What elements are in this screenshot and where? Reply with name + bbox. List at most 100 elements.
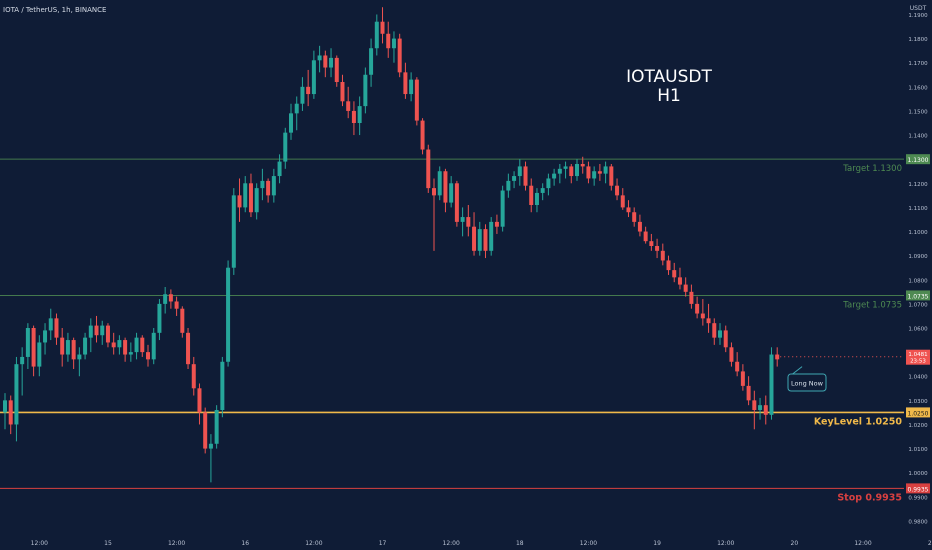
- candle-body: [643, 231, 648, 242]
- candle-body: [477, 229, 482, 251]
- current-price-value: 1.0481: [908, 352, 927, 358]
- candle-body: [277, 161, 282, 177]
- candle-body: [557, 168, 562, 174]
- candle-body: [163, 294, 168, 304]
- current-price-countdown: 23:53: [910, 359, 926, 365]
- candle-body: [712, 323, 717, 338]
- candle-body: [151, 332, 156, 360]
- candle-body: [723, 330, 728, 348]
- x-tick-label: 12:00: [443, 540, 460, 547]
- candle-body: [8, 400, 13, 425]
- candle-body: [758, 405, 763, 410]
- candle-body: [208, 443, 213, 449]
- candle-body: [620, 195, 625, 208]
- candle-body: [231, 195, 236, 268]
- candle-body: [191, 364, 196, 389]
- candle-body: [575, 164, 579, 177]
- y-tick-label: 1.1400: [908, 134, 928, 140]
- candle-body: [432, 188, 436, 196]
- candle-body: [346, 101, 351, 111]
- candle-body: [695, 303, 700, 314]
- candle-body: [746, 385, 751, 401]
- y-tick-label: 1.1800: [908, 37, 928, 43]
- y-tick-label: 1.1100: [908, 206, 928, 212]
- candle-body: [763, 405, 768, 415]
- current-price-tag: [906, 349, 930, 365]
- candle-body: [254, 188, 259, 213]
- candle-body: [655, 246, 660, 251]
- candle-body: [540, 188, 545, 193]
- y-tick-label: 1.0100: [908, 447, 928, 453]
- candle-body: [391, 38, 396, 49]
- candle-body: [289, 113, 293, 133]
- line-label-keylevel: KeyLevel 1.0250: [814, 416, 903, 427]
- candle-body: [300, 86, 305, 104]
- axis-tag-target: [906, 290, 930, 301]
- candle-body: [3, 400, 7, 413]
- candle-body: [552, 173, 557, 179]
- symbol-header: IOTA / TetherUS, 1h, BINANCE: [3, 6, 106, 14]
- y-tick-label: 1.1900: [908, 13, 928, 19]
- axis-tag-target: [906, 154, 930, 165]
- x-tick-label: 17: [379, 540, 387, 547]
- axis-tag-keylevel: [906, 407, 930, 418]
- candle-body: [31, 328, 36, 367]
- candle-body: [88, 325, 93, 338]
- candle-body: [340, 82, 345, 102]
- candle-body: [248, 183, 253, 213]
- candle-body: [317, 55, 322, 61]
- candle-body: [546, 178, 551, 189]
- candle-body: [454, 183, 459, 222]
- candle-body: [294, 103, 299, 114]
- candle-body: [180, 308, 185, 333]
- candle-body: [420, 120, 425, 150]
- watermark-timeframe: H1: [657, 86, 681, 106]
- x-tick-label: 12:00: [168, 540, 185, 547]
- candle-body: [351, 110, 356, 123]
- candle-body: [632, 212, 637, 222]
- annotation-text: Long Now: [791, 380, 824, 388]
- candle-body: [414, 79, 419, 121]
- candle-body: [386, 33, 391, 49]
- candle-body: [409, 79, 414, 95]
- candle-body: [100, 325, 105, 336]
- axis-tag-label-keylevel: 1.0250: [908, 410, 929, 417]
- y-tick-label: 1.0200: [908, 423, 928, 429]
- candle-body: [472, 226, 477, 251]
- candle-body: [706, 318, 711, 324]
- candle-body: [586, 166, 591, 179]
- candle-body: [494, 221, 499, 227]
- candle-body: [71, 340, 76, 360]
- candle-body: [569, 166, 574, 177]
- candle-body: [260, 180, 265, 189]
- candle-body: [65, 340, 70, 355]
- candle-body: [117, 340, 122, 348]
- y-axis-unit: USDT: [910, 5, 927, 12]
- candle-body: [735, 361, 740, 372]
- candle-body: [140, 337, 145, 353]
- candle-body: [157, 303, 162, 333]
- y-tick-label: 1.1600: [908, 85, 928, 91]
- candle-body: [609, 166, 614, 186]
- axis-tag-label-stop: 0.9935: [908, 486, 929, 493]
- candle-body: [369, 48, 374, 75]
- candle-body: [357, 106, 362, 123]
- candle-body: [597, 171, 602, 174]
- candle-body: [512, 176, 517, 181]
- y-tick-label: 1.0400: [908, 375, 928, 381]
- candle-body: [220, 361, 225, 410]
- candle-body: [306, 86, 311, 95]
- candle-body: [334, 57, 339, 82]
- y-tick-label: 1.1000: [908, 230, 928, 236]
- x-tick-label: 12:00: [717, 540, 734, 547]
- candle-body: [283, 132, 288, 162]
- axis-tag-label-target: 1.0735: [908, 293, 929, 300]
- line-label-target: Target 1.1300: [842, 164, 902, 174]
- candle-body: [83, 337, 88, 355]
- candle-body: [626, 207, 631, 213]
- candle-body: [146, 352, 150, 360]
- candle-body: [517, 166, 522, 177]
